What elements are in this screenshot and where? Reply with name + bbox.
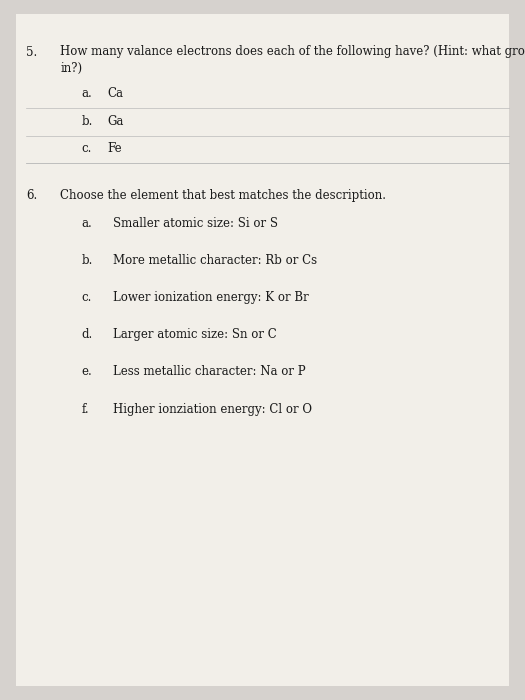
FancyBboxPatch shape xyxy=(16,14,509,686)
Text: Larger atomic size: Sn or C: Larger atomic size: Sn or C xyxy=(113,328,277,342)
Text: Smaller atomic size: Si or S: Smaller atomic size: Si or S xyxy=(113,217,278,230)
Text: a.: a. xyxy=(81,87,92,100)
Text: c.: c. xyxy=(81,291,92,304)
Text: b.: b. xyxy=(81,254,93,267)
Text: Less metallic character: Na or P: Less metallic character: Na or P xyxy=(113,365,306,379)
Text: More metallic character: Rb or Cs: More metallic character: Rb or Cs xyxy=(113,254,317,267)
Text: c.: c. xyxy=(81,142,92,155)
Text: How many valance electrons does each of the following have? (Hint: what group ar: How many valance electrons does each of … xyxy=(60,46,525,59)
Text: Lower ionization energy: K or Br: Lower ionization energy: K or Br xyxy=(113,291,309,304)
Text: Higher ionziation energy: Cl or O: Higher ionziation energy: Cl or O xyxy=(113,402,312,416)
Text: Ca: Ca xyxy=(108,87,123,100)
Text: d.: d. xyxy=(81,328,92,342)
Text: e.: e. xyxy=(81,365,92,379)
Text: b.: b. xyxy=(81,115,93,128)
Text: 5.: 5. xyxy=(26,46,37,59)
Text: Fe: Fe xyxy=(108,142,122,155)
Text: Choose the element that best matches the description.: Choose the element that best matches the… xyxy=(60,189,386,202)
Text: in?): in?) xyxy=(60,62,82,75)
Text: Ga: Ga xyxy=(108,115,124,128)
Text: a.: a. xyxy=(81,217,92,230)
Text: 6.: 6. xyxy=(26,189,37,202)
Text: f.: f. xyxy=(81,402,89,416)
